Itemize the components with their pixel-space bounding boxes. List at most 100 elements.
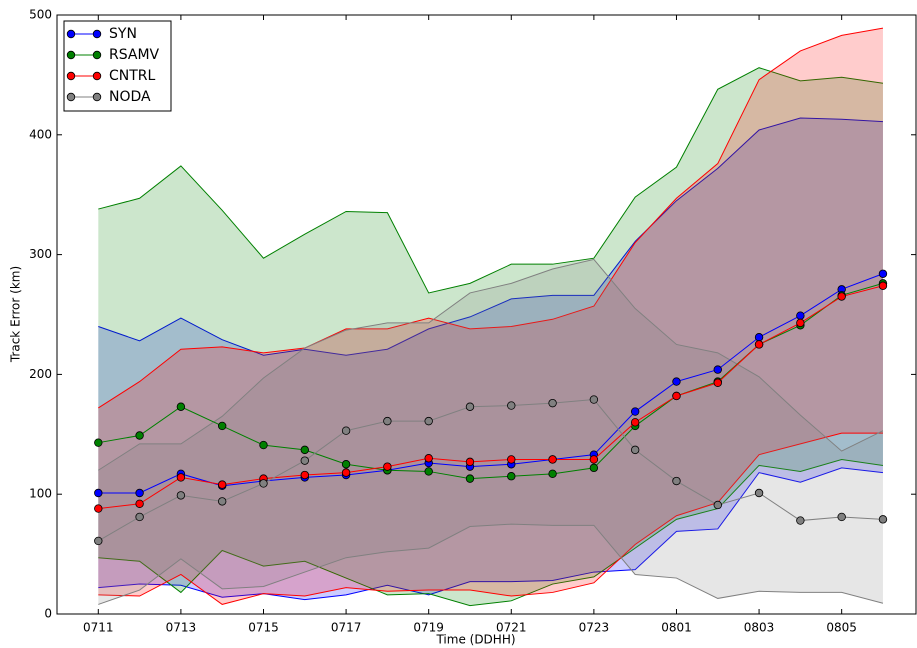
marker (94, 536, 103, 546)
marker (465, 474, 475, 483)
legend-marker (92, 50, 102, 60)
marker (217, 480, 227, 489)
error-band (98, 28, 883, 605)
marker (796, 318, 805, 328)
legend-marker (92, 29, 102, 39)
marker (259, 440, 268, 450)
x-tick-label: 0713 (166, 621, 197, 635)
marker (176, 491, 186, 500)
marker (548, 455, 557, 464)
plot-frame (56, 14, 917, 615)
x-axis-label: Time (DDHH) (435, 633, 515, 647)
marker (713, 365, 722, 374)
marker (796, 516, 805, 525)
marker (630, 445, 640, 455)
series-line (98, 399, 883, 542)
band-lower (98, 467, 884, 601)
x-tick-label: 0721 (496, 621, 527, 635)
band-lower (98, 523, 884, 605)
legend-marker (66, 71, 76, 81)
legend-label: SYN (109, 26, 137, 42)
marker (341, 426, 351, 435)
y-tick-label: 100 (29, 487, 52, 501)
band-upper (98, 117, 883, 356)
marker (713, 378, 722, 387)
x-tick-label: 0803 (744, 621, 775, 635)
y-tick-label: 0 (44, 607, 52, 621)
marker (878, 515, 888, 524)
y-tick-label: 500 (29, 8, 52, 22)
marker (672, 476, 681, 486)
marker (135, 499, 144, 508)
legend-marker (66, 92, 76, 102)
marker (878, 281, 888, 290)
band-upper (98, 258, 884, 471)
marker (754, 333, 764, 342)
band-lower (98, 458, 884, 607)
marker (424, 454, 433, 463)
marker (507, 401, 516, 410)
marker (94, 438, 103, 447)
legend-label: RSAMV (109, 47, 160, 63)
x-tick-label: 0711 (83, 621, 114, 635)
marker (135, 431, 144, 440)
legend-label: NODA (109, 89, 151, 105)
x-tick-label: 0805 (826, 621, 857, 635)
marker (341, 460, 351, 469)
legend: SYN RSAMV CNTRL NODA (63, 20, 172, 112)
marker (878, 269, 888, 278)
legend-label: CNTRL (109, 68, 156, 84)
marker (300, 456, 309, 465)
legend-marker (66, 50, 76, 60)
legend-marker (92, 92, 102, 102)
marker (589, 455, 599, 464)
marker (754, 340, 764, 349)
marker (424, 416, 433, 426)
marker (589, 463, 599, 473)
y-tick-label: 300 (29, 247, 52, 261)
marker (837, 512, 846, 522)
marker (383, 462, 392, 471)
band-upper (98, 67, 884, 294)
marker (217, 421, 227, 431)
marker (341, 468, 351, 477)
marker (94, 504, 103, 513)
marker (507, 472, 516, 481)
marker (217, 497, 227, 506)
marker (94, 488, 103, 498)
marker (713, 500, 722, 510)
marker (796, 311, 805, 320)
marker (465, 457, 475, 467)
legend-marker (92, 71, 102, 81)
x-tick-label: 0801 (661, 621, 692, 635)
marker (630, 407, 640, 416)
marker (259, 479, 268, 488)
legend-marker (66, 29, 76, 39)
legend-box (63, 20, 172, 112)
marker (630, 418, 640, 427)
series-line (98, 273, 884, 494)
marker (465, 402, 475, 411)
marker (135, 488, 144, 498)
x-tick-label: 0719 (413, 621, 444, 635)
marker (176, 402, 186, 411)
marker (300, 445, 309, 455)
error-band (98, 67, 883, 606)
error-band (98, 259, 883, 605)
band-upper (98, 27, 884, 409)
marker (548, 469, 557, 479)
marker (837, 292, 846, 301)
marker (176, 473, 186, 482)
marker (507, 455, 516, 464)
marker (672, 377, 681, 386)
y-tick-label: 200 (29, 367, 52, 381)
marker (424, 467, 433, 476)
band-lower (98, 432, 883, 605)
marker (672, 391, 681, 401)
marker (383, 416, 392, 426)
error-band (98, 118, 883, 600)
marker (135, 512, 144, 522)
marker (300, 470, 309, 480)
